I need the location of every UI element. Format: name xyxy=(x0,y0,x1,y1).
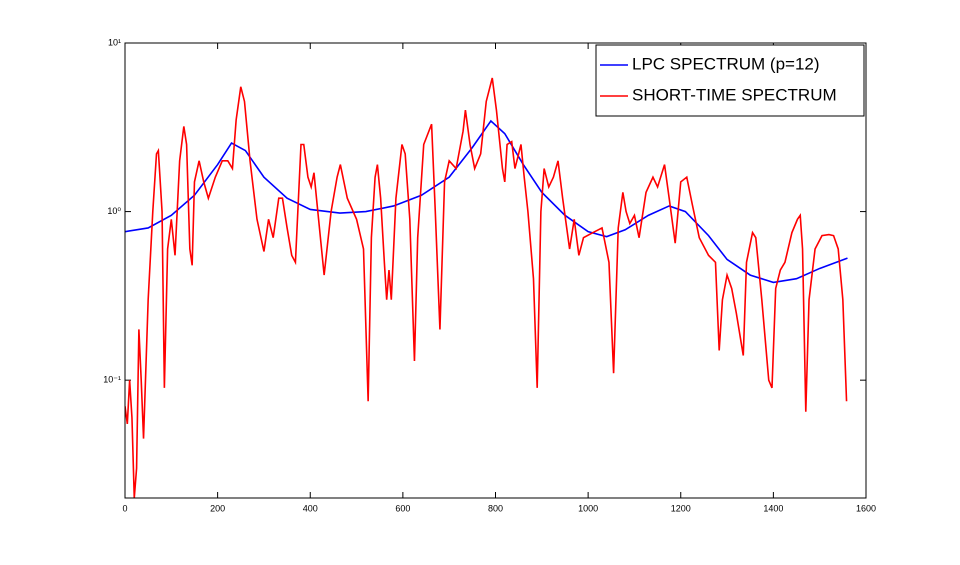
y-tick-label: 10⁰ xyxy=(107,206,121,216)
legend-label: LPC SPECTRUM (p=12) xyxy=(632,54,820,73)
x-tick-label: 400 xyxy=(303,503,318,513)
plot-frame xyxy=(124,42,867,499)
x-tick-label: 800 xyxy=(488,503,503,513)
x-tick-label: 1000 xyxy=(578,503,598,513)
x-tick-label: 1400 xyxy=(763,503,783,513)
x-tick-label: 200 xyxy=(210,503,225,513)
legend-label: SHORT-TIME SPECTRUM xyxy=(632,85,837,104)
x-tick-label: 600 xyxy=(395,503,410,513)
x-tick-label: 1200 xyxy=(671,503,691,513)
x-tick-label: 1600 xyxy=(856,503,876,513)
plot-lines xyxy=(125,77,848,498)
series-line xyxy=(125,77,848,498)
y-tick-label: 10¹ xyxy=(108,37,121,47)
x-tick-label: 0 xyxy=(122,503,127,513)
y-tick-label: 10⁻¹ xyxy=(103,375,121,385)
legend-box xyxy=(595,44,865,117)
